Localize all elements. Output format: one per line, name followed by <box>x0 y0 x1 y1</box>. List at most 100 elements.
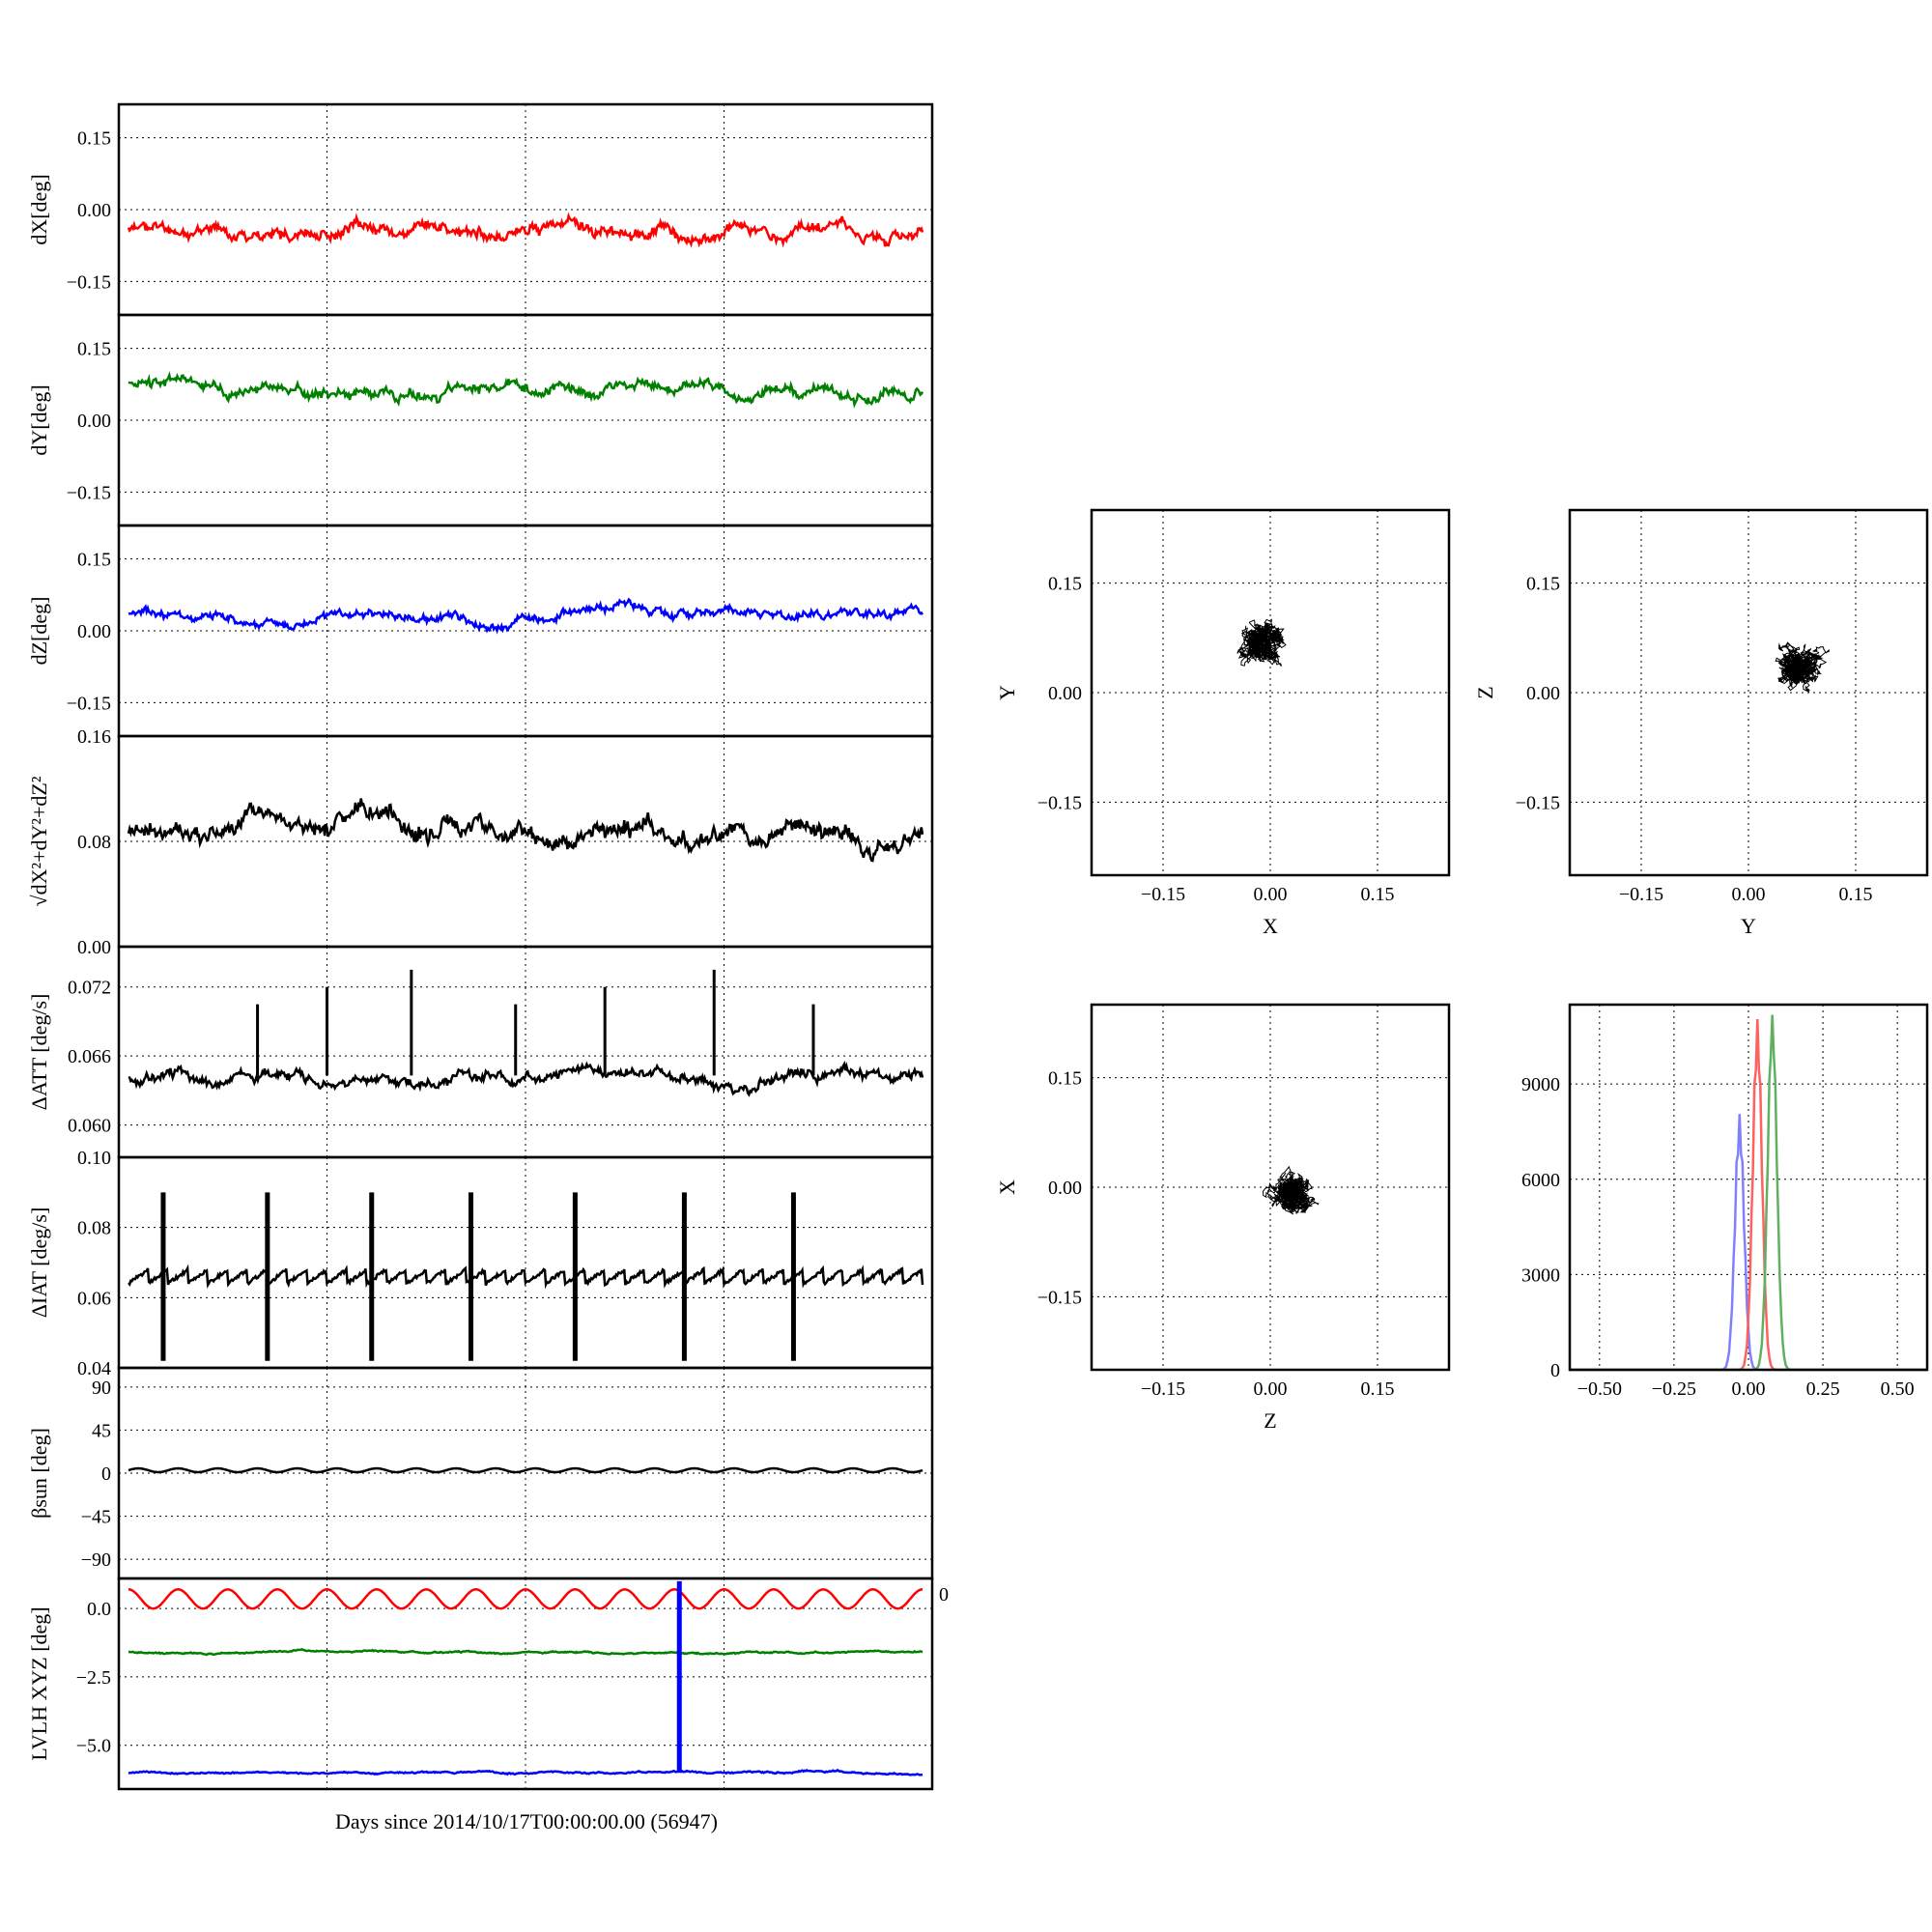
y-tick-label: 0.00 <box>1526 683 1560 704</box>
stray-tick-label: 0 <box>939 1584 949 1605</box>
series-line <box>128 1466 923 1474</box>
scatter-and-histogram-panels: −0.15 0.00 0.15 −0.15 0.00 0.15 X Y −0.15 0.00 0.1… <box>995 508 1929 1433</box>
y-tick-label: 0.08 <box>77 832 111 853</box>
x-tick-label: 0.00 <box>1732 884 1766 905</box>
y-tick-label: 0.00 <box>77 200 111 221</box>
x-tick-label: 0.00 <box>1254 884 1288 905</box>
y-tick-label: 0.15 <box>1048 574 1082 595</box>
x-tick-label: 0.15 <box>1839 884 1873 905</box>
y-tick-label: −0.15 <box>67 693 111 714</box>
y-tick-label: 0.0 <box>87 1599 111 1620</box>
y-tick-label: 0.08 <box>77 1218 111 1239</box>
y-tick-label: −5.0 <box>76 1736 111 1757</box>
x-tick-label: 0.50 <box>1881 1378 1915 1400</box>
y-tick-label: 6000 <box>1521 1170 1560 1191</box>
panel-dX: 0.15 0.00 −0.15 dX[deg] <box>27 102 934 317</box>
x-tick-label: 0.15 <box>1361 1378 1395 1400</box>
panel-dZ: 0.15 0.00 −0.15 dZ[deg] <box>27 524 934 738</box>
x-tick-label: 0.25 <box>1806 1378 1840 1400</box>
series-line <box>127 212 924 248</box>
y-tick-label: −0.15 <box>1516 792 1560 813</box>
y-tick-label: 0.10 <box>77 1148 111 1169</box>
y-tick-label: 0.00 <box>77 411 111 432</box>
panel-frame <box>1090 508 1451 877</box>
y-tick-label: 0.066 <box>68 1046 111 1067</box>
y-axis-label: X <box>995 1179 1019 1195</box>
y-tick-label: 3000 <box>1521 1264 1560 1286</box>
series-line <box>128 371 924 409</box>
x-tick-label: −0.15 <box>1619 884 1663 905</box>
scatter-trace <box>1262 1165 1320 1215</box>
panel-dIAT: 0.10 0.08 0.06 0.04 ΔIAT [deg/s] <box>27 1148 934 1379</box>
y-tick-label: 0.00 <box>77 621 111 642</box>
y-tick-label: 45 <box>92 1420 111 1441</box>
x-axis-label: Days since 2014/10/17T00:00:00.00 (56947… <box>335 1809 718 1833</box>
panel-dATT: 0.072 0.066 0.060 ΔATT [deg/s] <box>27 945 934 1159</box>
x-tick-label: −0.50 <box>1577 1378 1622 1400</box>
panel-dY: 0.15 0.00 −0.15 dY[deg] <box>27 313 934 527</box>
scatter-trace <box>1775 641 1830 693</box>
y-tick-label: 0.16 <box>77 726 111 748</box>
scatter-trace <box>1236 618 1287 668</box>
y-axis-label: dZ[deg] <box>27 597 51 666</box>
y-tick-label: 0.00 <box>1048 1178 1082 1199</box>
time-series-panels: 0.150.00−0.15dX[deg]0.150.00−0.15dY[deg]… <box>27 102 934 1791</box>
x-axis-label: Y <box>1741 914 1756 938</box>
y-axis-label: ΔIAT [deg/s] <box>27 1208 51 1319</box>
y-tick-label: 0.15 <box>1526 574 1560 595</box>
y-tick-label: −2.5 <box>76 1667 111 1689</box>
x-tick-label: 0.00 <box>1732 1378 1766 1400</box>
panel-frame <box>1090 1003 1451 1372</box>
panel-hist: −0.50 −0.25 0.00 0.25 0.50 0 3000 6000 9000 <box>1521 1003 1929 1400</box>
panel-ZX: −0.15 0.00 0.15 −0.15 0.00 0.15 Z X <box>995 1003 1451 1433</box>
y-tick-label: 0.072 <box>68 978 111 999</box>
y-tick-label: 0.00 <box>77 937 111 958</box>
y-axis-label: LVLH XYZ [deg] <box>27 1606 51 1760</box>
y-tick-label: 9000 <box>1521 1074 1560 1095</box>
y-axis-label: βsun [deg] <box>27 1428 51 1519</box>
series-line <box>128 1588 923 1610</box>
y-tick-label: −0.15 <box>67 271 111 293</box>
y-tick-label: 90 <box>92 1378 111 1399</box>
x-tick-label: −0.15 <box>1141 884 1185 905</box>
panel-beta: 90 45 0 −45 −90 βsun [deg] <box>27 1366 934 1580</box>
series-line <box>128 1060 924 1097</box>
y-axis-label: √dX²+dY²+dZ² <box>27 776 51 906</box>
y-tick-label: 0.04 <box>77 1358 111 1379</box>
panel-frame <box>117 1577 934 1791</box>
series-line <box>128 1264 924 1290</box>
y-tick-label: 0 <box>101 1463 111 1485</box>
panel-frame <box>1568 1003 1929 1372</box>
x-tick-label: 0.00 <box>1254 1378 1288 1400</box>
series-line <box>128 1768 923 1776</box>
y-tick-label: −0.15 <box>67 482 111 503</box>
x-tick-label: −0.15 <box>1141 1378 1185 1400</box>
y-tick-label: 0.15 <box>77 339 111 360</box>
x-tick-label: −0.25 <box>1652 1378 1696 1400</box>
y-tick-label: −45 <box>81 1507 111 1528</box>
x-axis-label: Z <box>1264 1408 1276 1433</box>
y-tick-label: 0.060 <box>68 1116 111 1137</box>
panel-LVLH: 0.0 −2.5 −5.0 LVLH XYZ [deg] <box>27 1577 934 1791</box>
y-axis-label: Z <box>1473 686 1497 698</box>
y-tick-label: −0.15 <box>1037 792 1082 813</box>
histogram-series <box>1570 1018 1927 1372</box>
y-axis-label: ΔATT [deg/s] <box>27 994 51 1111</box>
y-tick-label: 0.00 <box>1048 683 1082 704</box>
panel-YZ: −0.15 0.00 0.15 −0.15 0.00 0.15 Y Z <box>1473 508 1929 938</box>
y-tick-label: 0.15 <box>1048 1068 1082 1090</box>
series-line <box>128 1647 923 1657</box>
y-axis-label: Y <box>995 685 1019 700</box>
panel-XY: −0.15 0.00 0.15 −0.15 0.00 0.15 X Y <box>995 508 1451 938</box>
y-tick-label: 0.06 <box>77 1288 111 1309</box>
y-tick-label: 0 <box>1550 1360 1560 1381</box>
x-axis-label: X <box>1263 914 1278 938</box>
y-tick-label: −0.15 <box>1037 1287 1082 1308</box>
series-line <box>127 798 924 863</box>
y-tick-label: 0.15 <box>77 550 111 571</box>
series-line <box>128 597 924 635</box>
panel-dR: 0.16 0.08 0.00 √dX²+dY²+dZ² <box>27 726 934 958</box>
y-tick-label: 0.15 <box>77 128 111 150</box>
panel-frame <box>1568 508 1929 877</box>
